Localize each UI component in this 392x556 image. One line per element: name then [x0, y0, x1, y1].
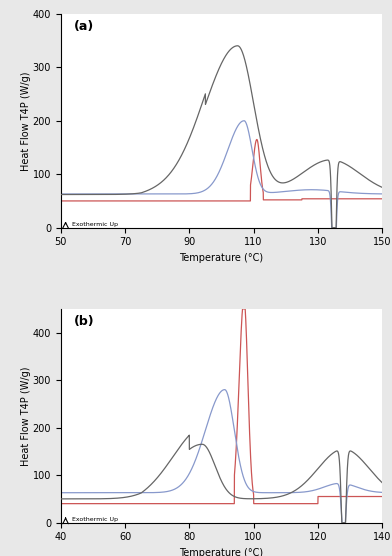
- Text: Exothermic Up: Exothermic Up: [72, 222, 118, 227]
- Text: (b): (b): [74, 315, 94, 328]
- X-axis label: Temperature (°C): Temperature (°C): [180, 548, 263, 556]
- X-axis label: Temperature (°C): Temperature (°C): [180, 253, 263, 263]
- Text: Exothermic Up: Exothermic Up: [72, 517, 118, 522]
- Y-axis label: Heat Flow T4P (W/g): Heat Flow T4P (W/g): [21, 366, 31, 465]
- Y-axis label: Heat Flow T4P (W/g): Heat Flow T4P (W/g): [21, 71, 31, 171]
- Text: (a): (a): [74, 21, 94, 33]
